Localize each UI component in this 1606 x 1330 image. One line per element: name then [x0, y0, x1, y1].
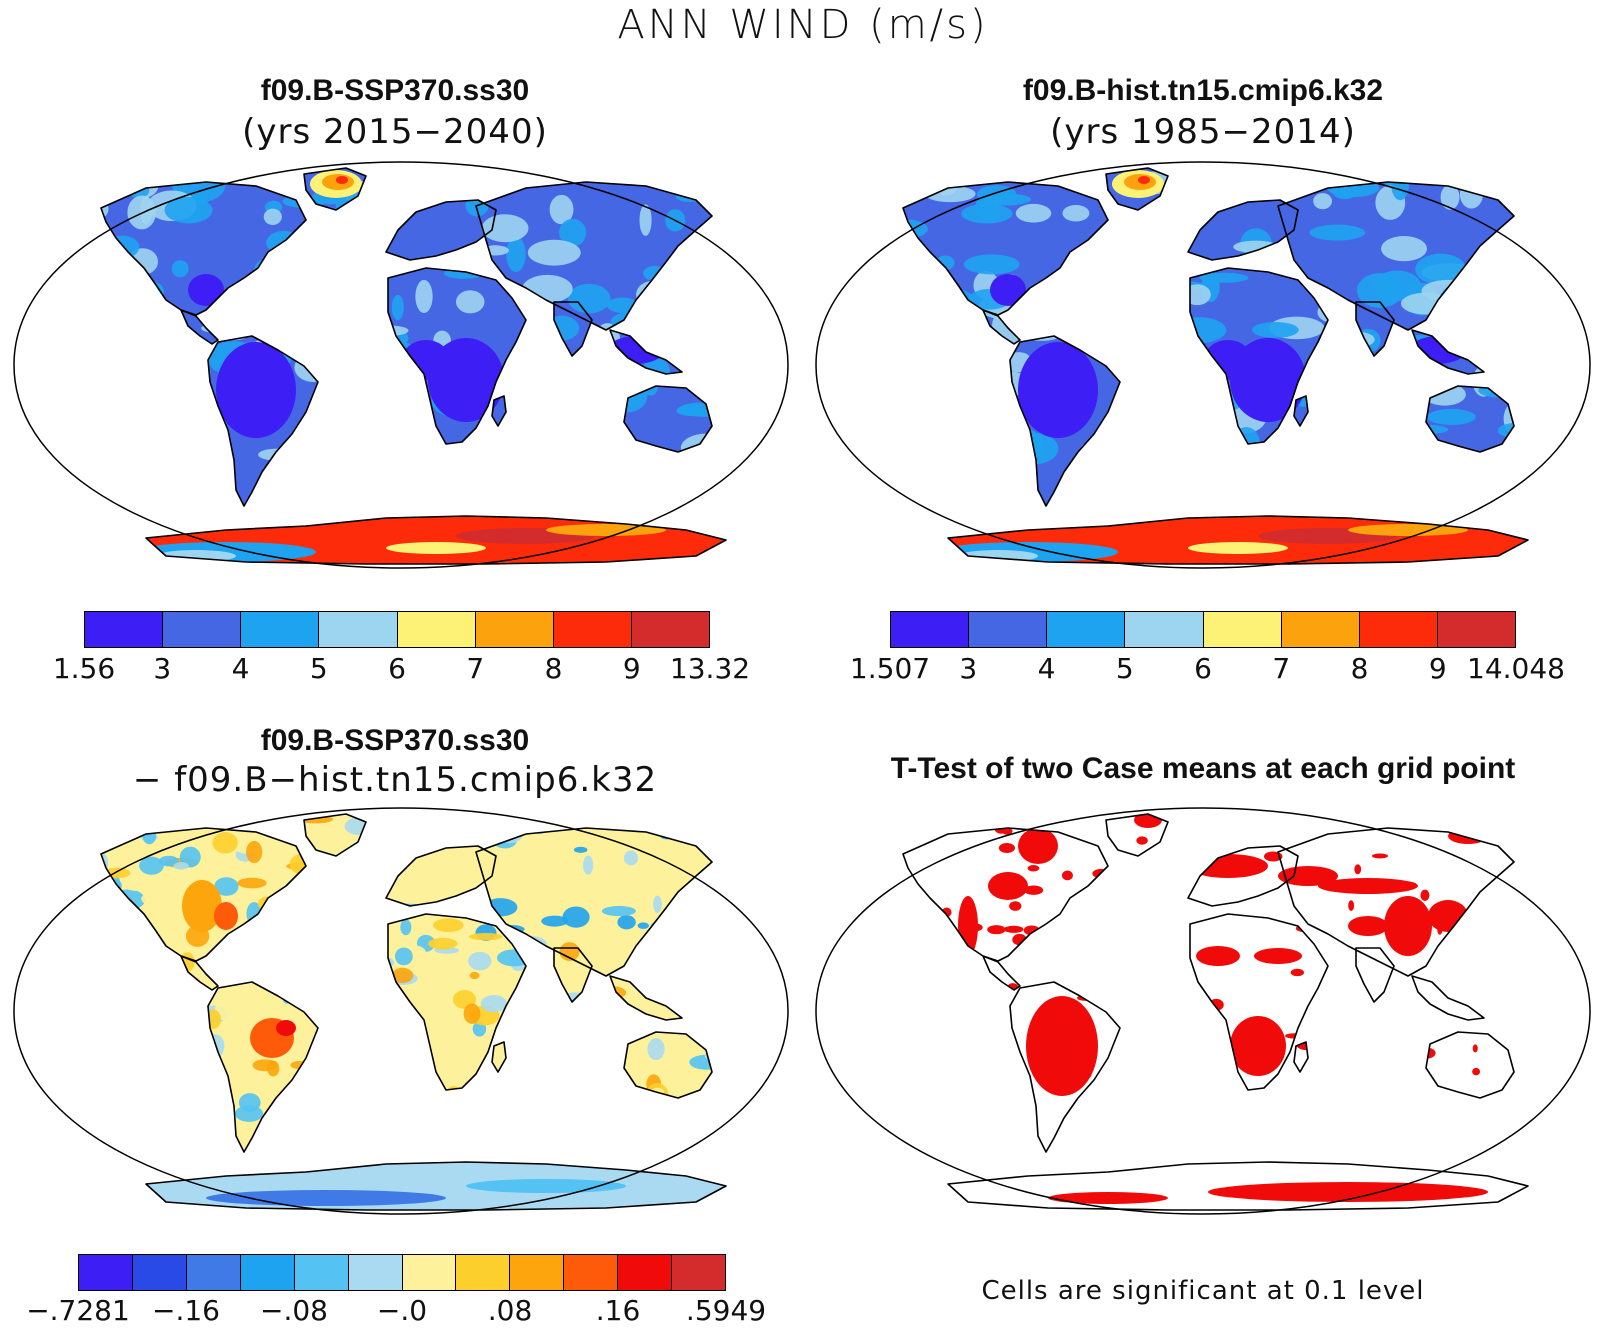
coastlines — [902, 167, 1529, 565]
panel-2-map — [815, 161, 1591, 569]
panel-3-colorbar — [78, 1254, 726, 1291]
coastlines — [100, 167, 727, 565]
colorbar-box — [132, 1255, 187, 1290]
panel-2-subtitle: (yrs 1985−2014) — [1050, 112, 1356, 152]
figure-title: ANN WIND (m/s) — [617, 2, 989, 48]
colorbar-tick-label: 1.507 — [849, 652, 931, 685]
colorbar-tick-label: −.08 — [260, 1294, 328, 1327]
colorbar-box — [79, 1255, 133, 1290]
colorbar-tick-label: .16 — [595, 1294, 641, 1327]
colorbar-tick-label: 14.048 — [1467, 652, 1565, 685]
colorbar-box — [891, 612, 970, 647]
colorbar-tick-label: .5949 — [685, 1294, 767, 1327]
colorbar-box — [456, 1255, 511, 1290]
colorbar-tick-label: 5 — [309, 652, 328, 685]
map-frame — [815, 161, 1591, 569]
map-frame — [13, 161, 789, 569]
map-frame — [13, 807, 789, 1215]
colorbar-tick-label: −.16 — [152, 1294, 220, 1327]
coastlines — [902, 813, 1529, 1211]
colorbar-box — [163, 612, 242, 647]
panel-2-title: f09.B-hist.tn15.cmip6.k32 — [1022, 74, 1384, 107]
panel-3-title: f09.B-SSP370.ss30 — [260, 724, 530, 757]
colorbar-tick-label: 5 — [1115, 652, 1134, 685]
colorbar-box — [1125, 612, 1204, 647]
colorbar-tick-label: .08 — [487, 1294, 533, 1327]
panel-1-title: f09.B-SSP370.ss30 — [260, 74, 530, 107]
panel-4-title: T-Test of two Case means at each grid po… — [890, 752, 1516, 785]
colorbar-box — [1437, 612, 1515, 647]
colorbar-box — [319, 612, 398, 647]
map-frame — [815, 807, 1591, 1215]
colorbar-tick-label: 4 — [1037, 652, 1056, 685]
colorbar-box — [553, 612, 632, 647]
colorbar-box — [969, 612, 1048, 647]
colorbar-box — [564, 1255, 619, 1290]
panel-1-map — [13, 161, 789, 569]
colorbar-box — [1281, 612, 1360, 647]
colorbar-tick-label: 7 — [1272, 652, 1291, 685]
panel-3-map — [13, 807, 789, 1215]
colorbar-tick-label: 1.56 — [52, 652, 116, 685]
colorbar-box — [1047, 612, 1126, 647]
panel-3-subtitle: − f09.B−hist.tn15.cmip6.k32 — [132, 760, 658, 800]
panel-3-colorbar-labels: −.7281 −.16 −.08 −.0 .08 .16 .5949 — [26, 1294, 766, 1330]
colorbar-tick-label: 9 — [622, 652, 641, 685]
colorbar-tick-label: 7 — [466, 652, 485, 685]
colorbar-tick-label: 6 — [388, 652, 406, 685]
colorbar-box — [294, 1255, 349, 1290]
colorbar-box — [241, 612, 320, 647]
colorbar-tick-label: 3 — [959, 652, 978, 685]
colorbar-tick-label: 3 — [153, 652, 172, 685]
significance-note: Cells are significant at 0.1 level — [981, 1276, 1425, 1306]
colorbar-box — [348, 1255, 403, 1290]
colorbar-tick-label: 4 — [231, 652, 250, 685]
panel-2-colorbar — [890, 611, 1516, 648]
colorbar-box — [618, 1255, 673, 1290]
colorbar-box — [1359, 612, 1438, 647]
colorbar-box — [631, 612, 709, 647]
colorbar-box — [672, 1255, 726, 1290]
colorbar-tick-label: 8 — [544, 652, 563, 685]
panel-1-colorbar — [84, 611, 710, 648]
colorbar-box — [1203, 612, 1282, 647]
colorbar-tick-label: 6 — [1194, 652, 1212, 685]
colorbar-tick-label: 8 — [1350, 652, 1369, 685]
colorbar-box — [186, 1255, 241, 1290]
panel-2-colorbar-labels: 1.507 3 4 5 6 7 8 9 14.048 — [850, 652, 1565, 688]
coastlines — [100, 813, 727, 1211]
panel-4-map — [815, 807, 1591, 1215]
colorbar-tick-label: 13.32 — [669, 652, 751, 685]
colorbar-box — [240, 1255, 295, 1290]
colorbar-tick-label: 9 — [1428, 652, 1447, 685]
colorbar-tick-label: −.7281 — [26, 1294, 130, 1327]
colorbar-box — [85, 612, 164, 647]
colorbar-tick-label: −.0 — [376, 1294, 428, 1327]
colorbar-box — [475, 612, 554, 647]
colorbar-box — [402, 1255, 457, 1290]
panel-1-colorbar-labels: 1.56 3 4 5 6 7 8 9 13.32 — [53, 652, 750, 688]
colorbar-box — [510, 1255, 565, 1290]
panel-1-subtitle: (yrs 2015−2040) — [242, 112, 548, 152]
colorbar-box — [397, 612, 476, 647]
